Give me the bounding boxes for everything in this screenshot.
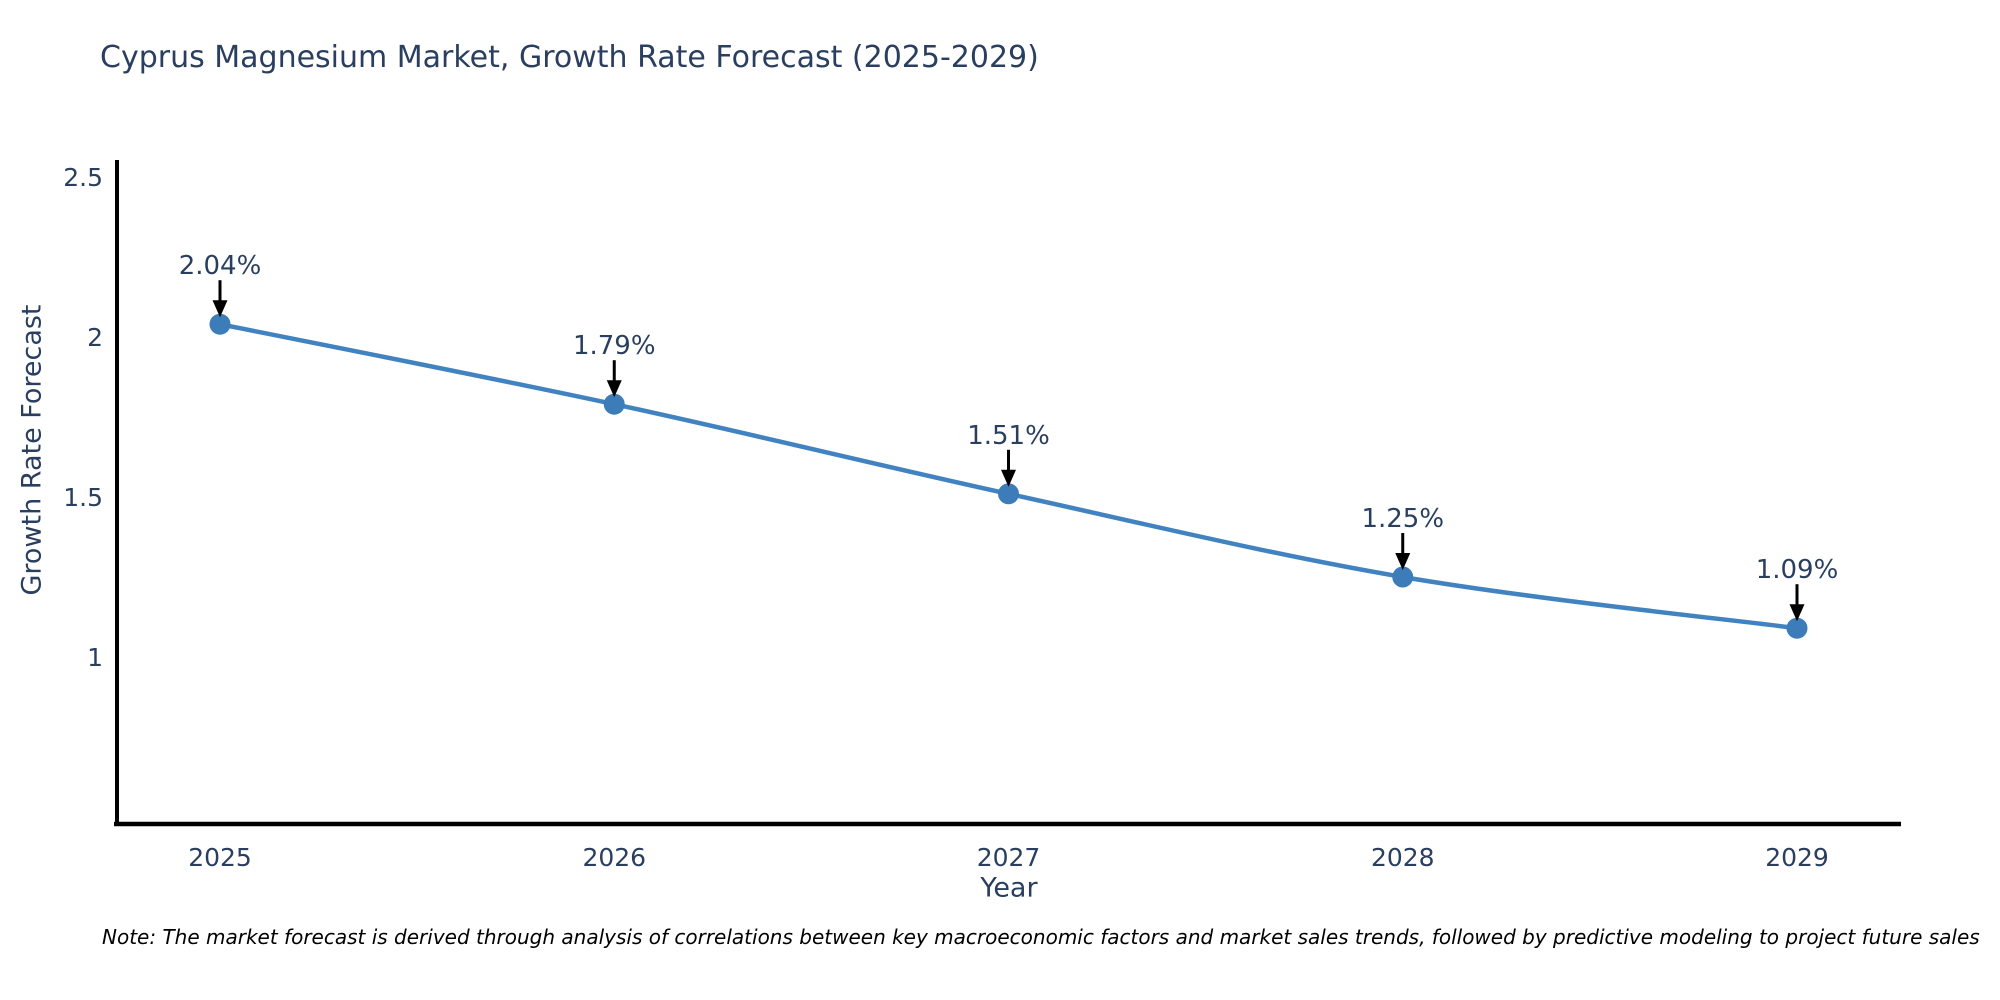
data-point-label: 2.04% bbox=[179, 251, 262, 281]
x-tick-label: 2029 bbox=[1765, 843, 1829, 872]
data-point bbox=[998, 483, 1019, 505]
annotation-arrowhead-icon bbox=[1395, 553, 1411, 570]
annotation-arrowhead-icon bbox=[1789, 604, 1805, 622]
y-tick-label: 2 bbox=[87, 323, 103, 352]
x-tick-label: 2027 bbox=[977, 843, 1041, 872]
data-point-label: 1.79% bbox=[573, 331, 656, 361]
y-tick-label: 2.5 bbox=[63, 163, 103, 192]
footnote: Note: The market forecast is derived thr… bbox=[102, 925, 1980, 949]
data-point-label: 1.09% bbox=[1756, 555, 1839, 585]
data-point bbox=[1392, 566, 1414, 588]
data-point bbox=[1786, 617, 1808, 639]
x-tick-label: 2026 bbox=[582, 843, 646, 872]
data-point-label: 1.51% bbox=[967, 421, 1050, 451]
annotation-arrowhead-icon bbox=[212, 300, 228, 318]
data-point bbox=[209, 313, 231, 335]
y-tick-label: 1.5 bbox=[63, 483, 103, 512]
x-tick-label: 2028 bbox=[1371, 843, 1435, 872]
data-point bbox=[603, 393, 625, 415]
x-axis-title: Year bbox=[980, 872, 1038, 904]
data-point-label: 1.25% bbox=[1361, 504, 1444, 534]
annotation-arrowhead-icon bbox=[606, 380, 622, 398]
x-tick-label: 2025 bbox=[188, 843, 252, 872]
y-tick-label: 1 bbox=[87, 643, 103, 672]
annotation-arrowhead-icon bbox=[1001, 469, 1016, 487]
chart-title: Cyprus Magnesium Market, Growth Rate For… bbox=[100, 40, 1039, 75]
